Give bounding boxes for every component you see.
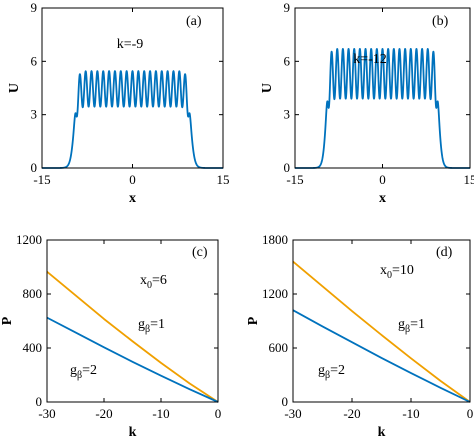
y-tick-label-c-3: 1200 xyxy=(16,232,42,247)
annotation-b: k=-12 xyxy=(353,52,387,67)
series-line-c-0 xyxy=(46,271,219,403)
series-line-a-0 xyxy=(41,70,224,169)
series-label-d-0: gβ=1 xyxy=(398,317,425,335)
x-axis-label-d: k xyxy=(378,425,386,440)
series-label-d-1: gβ=2 xyxy=(318,363,345,381)
annotation-c: x0=6 xyxy=(140,273,167,291)
y-tick-label-d-3: 1800 xyxy=(262,232,288,247)
y-tick-label-c-0: 0 xyxy=(36,394,43,409)
y-tick-label-a-0: 0 xyxy=(31,160,38,175)
y-tick-label-d-0: 0 xyxy=(282,394,289,409)
panel-d: gβ=1 gβ=2 -30 -20 -10 0 0 600 1200 1800 k P (d) x0=10 xyxy=(246,232,473,440)
x-tick-label-a-1: 0 xyxy=(129,172,136,187)
x-axis-label-c: k xyxy=(129,425,137,440)
y-axis-label-d: P xyxy=(246,316,261,325)
series-line-d-1 xyxy=(292,309,471,403)
y-tick-label-a-1: 3 xyxy=(31,107,38,122)
y-tick-label-b-3: 9 xyxy=(284,0,291,15)
axes-frame-b xyxy=(294,7,471,169)
x-tick-label-d-3: 0 xyxy=(467,406,474,421)
axes-frame-c xyxy=(46,239,219,403)
y-axis-label-b: U xyxy=(260,83,275,93)
x-tick-label-c-1: -20 xyxy=(95,406,112,421)
x-tick-label-c-0: -30 xyxy=(38,406,55,421)
y-tick-label-d-2: 1200 xyxy=(262,286,288,301)
series-line-b-0 xyxy=(294,47,471,169)
series-label-c-0: gβ=1 xyxy=(138,317,165,335)
panel-label-d: (d) xyxy=(436,245,453,260)
y-tick-label-a-2: 6 xyxy=(31,53,38,68)
y-tick-label-c-1: 400 xyxy=(23,340,43,355)
panel-label-b: (b) xyxy=(432,14,449,29)
x-tick-label-c-3: 0 xyxy=(215,406,222,421)
y-tick-label-b-0: 0 xyxy=(284,160,291,175)
axes-frame-d xyxy=(292,239,471,403)
x-tick-label-a-2: 15 xyxy=(217,172,230,187)
y-axis-label-c: P xyxy=(0,316,15,325)
x-tick-label-d-0: -30 xyxy=(284,406,301,421)
x-tick-label-b-0: -15 xyxy=(286,172,303,187)
x-tick-label-d-2: -10 xyxy=(402,406,419,421)
x-tick-label-d-1: -20 xyxy=(343,406,360,421)
y-tick-label-c-2: 800 xyxy=(23,286,43,301)
panel-label-c: (c) xyxy=(192,245,208,260)
y-tick-label-d-1: 600 xyxy=(269,340,289,355)
y-axis-label-a: U xyxy=(7,83,22,93)
series-line-c-1 xyxy=(46,316,219,403)
x-tick-label-b-2: 15 xyxy=(464,172,474,187)
axes-frame-a xyxy=(41,7,224,169)
x-axis-label-b: x xyxy=(379,191,386,206)
series-label-c-1: gβ=2 xyxy=(70,363,97,381)
x-axis-label-a: x xyxy=(129,191,136,206)
annotation-d: x0=10 xyxy=(380,263,414,281)
x-tick-label-a-0: -15 xyxy=(33,172,50,187)
annotation-a: k=-9 xyxy=(117,37,144,52)
y-tick-label-a-3: 9 xyxy=(31,0,38,15)
panel-label-a: (a) xyxy=(186,14,202,29)
x-tick-label-c-2: -10 xyxy=(152,406,169,421)
series-line-d-0 xyxy=(292,260,471,403)
x-tick-label-b-1: 0 xyxy=(379,172,386,187)
panel-c: gβ=1 gβ=2 -30 -20 -10 0 0 400 800 1200 k P (c) x0=6 xyxy=(0,232,221,440)
y-tick-label-b-1: 3 xyxy=(284,107,291,122)
y-tick-label-b-2: 6 xyxy=(284,53,291,68)
